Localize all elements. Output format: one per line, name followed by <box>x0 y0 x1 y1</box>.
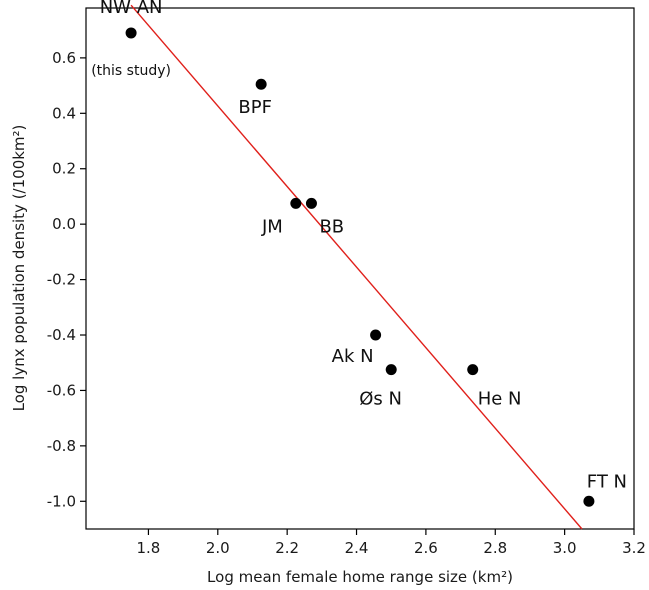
point-label: FT N <box>587 471 627 492</box>
y-tick-label: 0.6 <box>52 49 76 67</box>
data-point <box>370 329 382 341</box>
y-tick-label: -0.2 <box>47 271 76 289</box>
point-label: He N <box>478 389 522 410</box>
data-point <box>290 197 302 209</box>
x-tick-label: 2.2 <box>275 539 299 557</box>
point-sublabel: (this study) <box>91 63 171 79</box>
x-tick-label: 2.6 <box>414 539 438 557</box>
regression-layer <box>130 4 583 530</box>
data-point <box>583 495 595 507</box>
data-point <box>125 27 137 39</box>
point-label: BPF <box>238 97 272 118</box>
point-label: NW AN <box>100 0 163 18</box>
x-axis-title: Log mean female home range size (km²) <box>207 568 513 586</box>
point-label: JM <box>261 216 283 237</box>
y-tick-label: -1.0 <box>47 492 76 510</box>
points-layer <box>125 27 595 507</box>
data-point <box>305 197 317 209</box>
x-tick-label: 2.0 <box>206 539 230 557</box>
x-tick-label: 2.4 <box>345 539 369 557</box>
plot-frame <box>85 7 635 530</box>
y-tick-label: 0.0 <box>52 215 76 233</box>
y-tick-label: 0.2 <box>52 160 76 178</box>
point-label: Øs N <box>359 389 402 410</box>
data-point <box>467 364 479 376</box>
x-tick-label: 3.2 <box>622 539 646 557</box>
axis-ticks: 1.8 2.0 2.2 2.4 2.6 2.8 3.0 3.2 0.6 0.4 0.2 0.0 -0.2… <box>47 49 646 557</box>
x-tick-label: 2.8 <box>483 539 507 557</box>
y-tick-label: -0.4 <box>47 326 76 344</box>
point-label: BB <box>319 216 344 237</box>
data-point <box>255 78 267 90</box>
y-tick-label: -0.8 <box>47 437 76 455</box>
x-tick-label: 1.8 <box>137 539 161 557</box>
y-axis-title: Log lynx population density (/100km²) <box>10 125 28 412</box>
x-tick-label: 3.0 <box>553 539 577 557</box>
data-point <box>385 364 397 376</box>
point-labels-layer: NW AN (this study) BPF JM BB Ak N Øs N He N FT N <box>91 0 627 492</box>
y-tick-label: -0.6 <box>47 381 76 399</box>
regression-line <box>130 4 583 530</box>
y-tick-label: 0.4 <box>52 104 76 122</box>
point-label: Ak N <box>332 346 374 367</box>
